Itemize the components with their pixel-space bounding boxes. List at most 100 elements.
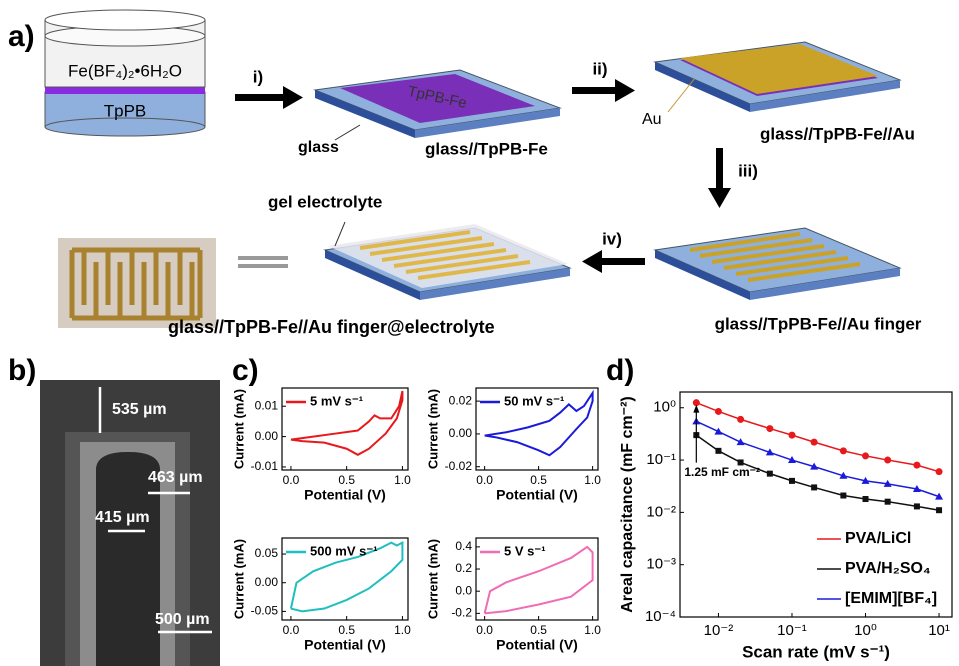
marker [885, 499, 891, 505]
y-axis-label: Current (mA) [231, 539, 246, 619]
y-tick-label: 10⁰ [653, 399, 676, 416]
marker [789, 478, 795, 484]
y-axis-label: Current (mA) [425, 539, 440, 619]
x-tick-label: 10¹ [928, 622, 950, 639]
marker [840, 493, 846, 499]
product-label: glass//TpPB-Fe [425, 139, 548, 158]
x-tick-label: 0.5 [338, 473, 355, 487]
x-tick-label: 0.0 [476, 473, 493, 487]
y-axis-label: Areal capacitance (mF cm⁻²) [619, 396, 636, 613]
y-tick-label: 0.4 [455, 539, 472, 553]
gel-label: gel electrolyte [268, 192, 382, 211]
y-tick-label: 10⁻⁴ [645, 608, 676, 625]
x-tick-label: 10⁻² [704, 622, 734, 639]
y-tick-label: 0.00 [255, 429, 279, 443]
marker [788, 432, 795, 439]
series-line [696, 403, 939, 472]
pointer [335, 222, 345, 246]
panel-label: a) [8, 20, 35, 53]
x-axis-label: Potential (V) [304, 637, 386, 653]
y-tick-label: 10⁻¹ [646, 451, 676, 468]
x-tick-label: 1.0 [584, 473, 601, 487]
legend-label: 50 mV s⁻¹ [504, 393, 564, 408]
marker [715, 408, 722, 415]
x-tick-label: 1.0 [584, 623, 601, 637]
au-label: Au [642, 111, 662, 128]
slab [325, 224, 570, 300]
pointer [335, 125, 360, 140]
marker [936, 468, 943, 475]
marker [715, 448, 721, 454]
marker [862, 452, 869, 459]
solution-label: Fe(BF₄)₂•6H₂O [68, 61, 182, 80]
y-axis-label: Current (mA) [231, 389, 246, 469]
x-tick-label: 10⁰ [854, 622, 877, 639]
y-tick-label: 0.05 [255, 546, 279, 560]
x-tick-label: 0.0 [283, 473, 300, 487]
glass-label: glass [298, 139, 339, 156]
figure: a) b) c) d) Fe(BF₄)₂•6H₂O TpPB i) ii) ii… [0, 0, 959, 666]
pointer [668, 78, 695, 112]
slab [655, 42, 900, 112]
marker [767, 471, 773, 477]
step-label: iv) [602, 229, 622, 248]
y-tick-label: 10⁻² [646, 503, 676, 520]
marker [914, 503, 920, 509]
marker [766, 425, 773, 432]
scale-label: 535 µm [112, 401, 167, 418]
y-tick-label: 10⁻³ [646, 556, 676, 573]
step-label: iii) [738, 161, 758, 180]
y-tick-label: 0.00 [255, 575, 279, 589]
legend-label: [EMIM][BF₄] [845, 590, 937, 607]
x-tick-label: 10⁻¹ [777, 622, 807, 639]
x-axis-label: Scan rate (mV s⁻¹) [742, 642, 890, 661]
scale-label: 500 µm [155, 611, 210, 628]
y-tick-label: -0.02 [445, 459, 473, 473]
legend-label: PVA/LiCl [845, 530, 911, 547]
marker [737, 438, 745, 445]
marker [840, 447, 847, 454]
x-tick-label: 0.5 [530, 473, 547, 487]
legend-label: 500 mV s⁻¹ [310, 543, 378, 558]
marker [936, 507, 942, 513]
x-tick-label: 0.0 [476, 623, 493, 637]
scale-label: 415 µm [95, 509, 150, 526]
x-tick-label: 1.0 [394, 473, 411, 487]
step-label: ii) [592, 59, 607, 78]
x-tick-label: 0.5 [338, 623, 355, 637]
legend-label: 5 V s⁻¹ [504, 543, 546, 558]
equals [238, 258, 288, 266]
plot-frame [680, 392, 952, 617]
legend-label: PVA/H₂SO₄ [845, 560, 931, 577]
y-tick-label: -0.01 [251, 459, 279, 473]
annotation: 1.25 mF cm⁻² [684, 465, 760, 479]
device-photo [58, 238, 216, 328]
y-tick-label: 0.2 [455, 561, 472, 575]
x-tick-label: 0.5 [530, 623, 547, 637]
y-tick-label: 0.01 [255, 398, 279, 412]
panel-label: c) [232, 354, 259, 387]
y-axis-label: Current (mA) [425, 389, 440, 469]
annotation-arrowhead [693, 405, 699, 413]
marker [863, 496, 869, 502]
marker [737, 416, 744, 423]
y-tick-label: 0.0 [455, 583, 472, 597]
x-axis-label: Potential (V) [496, 637, 578, 653]
y-tick-label: 0.00 [449, 426, 473, 440]
y-tick-label: -0.05 [251, 604, 279, 618]
marker [811, 439, 818, 446]
step-label: i) [253, 67, 263, 86]
panel-label: d) [606, 354, 634, 387]
product-label: glass//TpPB-Fe//Au finger [715, 314, 922, 333]
legend-label: 5 mV s⁻¹ [310, 393, 363, 408]
slab [655, 228, 900, 300]
marker [913, 462, 920, 469]
x-tick-label: 0.0 [283, 623, 300, 637]
x-axis-label: Potential (V) [496, 487, 578, 503]
marker [884, 457, 891, 464]
panel-label: b) [8, 354, 36, 387]
product-label: glass//TpPB-Fe//Au [760, 124, 915, 143]
product-label: glass//TpPB-Fe//Au finger@electrolyte [168, 317, 495, 337]
substrate-label: TpPB [104, 101, 147, 120]
x-axis-label: Potential (V) [304, 487, 386, 503]
